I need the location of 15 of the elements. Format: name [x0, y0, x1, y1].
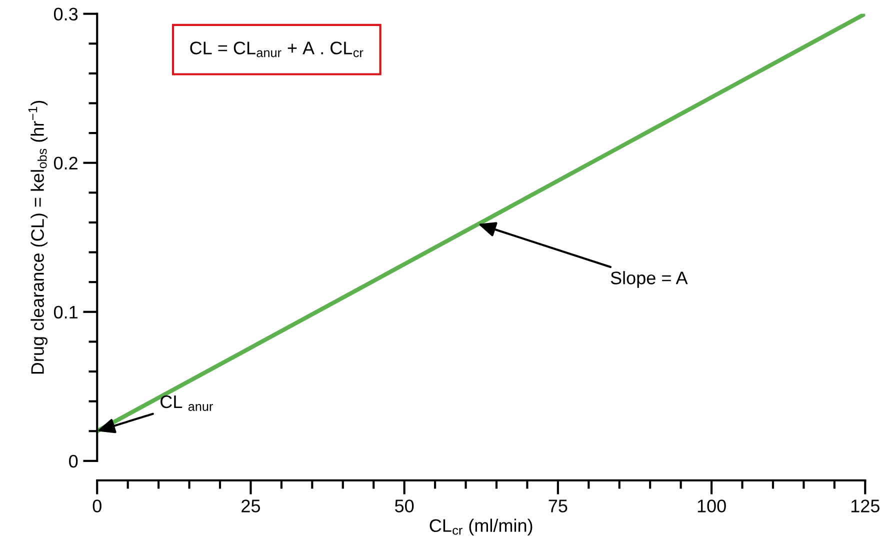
y-axis-title: Drug clearance (CL) = kel$_{obs}$ (hr$^{−1}$) — [28, 100, 48, 374]
x-tick-label: 0 — [92, 500, 102, 512]
x-tick-label: 50 — [395, 500, 414, 512]
annotation: CL $_{anur}$ — [160, 395, 213, 411]
annotation: CL = CL$_{anur}$ + A . CL$_{cr}$ — [190, 42, 364, 58]
x-axis-title: CL$_{cr}$ (ml/min) — [430, 518, 532, 536]
x-tick-label: 125 — [851, 500, 880, 512]
x-tick-label: 100 — [698, 500, 726, 512]
y-tick-label: 0.1 — [54, 306, 78, 319]
x-tick-label: 25 — [242, 500, 260, 512]
annotation: Slope = A — [610, 271, 688, 288]
y-tick-label: 0.3 — [54, 8, 78, 21]
y-tick-label: 0.2 — [54, 156, 78, 170]
x-tick-label: 75 — [548, 500, 568, 512]
y-tick-label: 0 — [69, 454, 78, 468]
